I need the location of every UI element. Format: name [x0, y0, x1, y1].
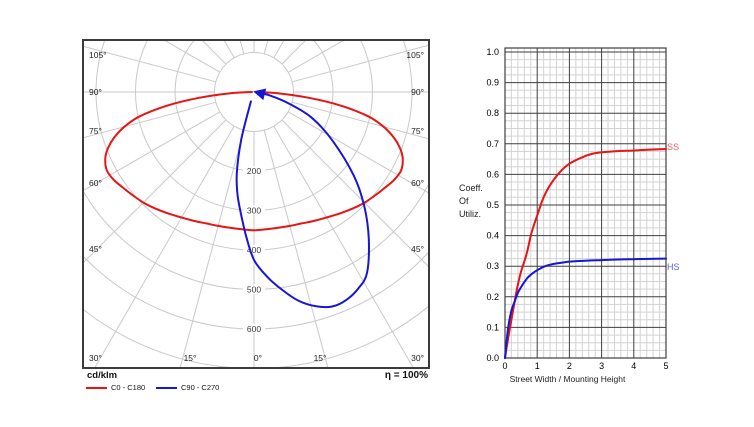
curve-c90-c270 [235, 88, 370, 309]
angle-label-bottom: 15° [314, 353, 327, 363]
ring-label-chip [243, 284, 265, 294]
legend-swatch-c90-c270 [156, 386, 177, 389]
polar-grid-spoke [179, 130, 245, 367]
polar-grid-spoke [287, 111, 428, 194]
ring-label-chip [243, 166, 265, 175]
polar-grid-spoke [239, 41, 245, 54]
angle-label-left: 45° [89, 244, 102, 254]
polar-grid-spoke [287, 41, 344, 73]
angle-label-left: 30° [89, 353, 102, 363]
angle-label-bottom: 15° [184, 353, 197, 363]
polar-grid-ring [214, 52, 294, 132]
legend-swatch-c0-c180 [86, 386, 107, 389]
polar-chart: 200 300 400 500 600 105° 105° 90° 90° 75° 75° 60° 60… [82, 39, 430, 369]
polar-chart-svg: 200 300 400 500 600 105° 105° 90° 90° 75° 75° 60° 60… [84, 41, 428, 367]
angle-label-right: 90° [411, 87, 424, 97]
polar-grid-spoke [84, 119, 227, 263]
cu-y-tick-label: 1.0 [486, 47, 499, 57]
angle-label-right: 105° [406, 50, 424, 60]
cu-plot-border [504, 47, 667, 359]
polar-efficiency-label: η = 100% [384, 370, 428, 381]
legend-label-c90-c270: C90 - C270 [181, 383, 220, 392]
ring-label-chip [243, 324, 265, 333]
cu-y-axis-title-line2: Of [459, 196, 469, 206]
ring-value-label: 500 [247, 285, 261, 295]
polar-grid-spoke [263, 41, 269, 54]
hs-curve-label: HS [667, 262, 680, 272]
legend-entry-c90-c270: C90 - C270 [156, 383, 219, 392]
polar-grid-spoke [263, 130, 329, 367]
ring-value-label: 600 [247, 324, 261, 334]
cu-y-tick-label: 0.4 [486, 231, 499, 241]
cu-y-axis-title: Coeff. Of Utiliz. [459, 182, 483, 221]
curve-ss [504, 148, 667, 359]
angle-label-left: 60° [89, 178, 102, 188]
cu-y-tick-label: 0.7 [486, 139, 499, 149]
ss-curve-label: SS [667, 142, 680, 152]
cu-y-tick-label: 0.9 [486, 78, 499, 88]
legend-label-c0-c180: C0 - C180 [111, 383, 146, 392]
angle-label-left: 90° [89, 87, 102, 97]
cu-x-tick-label: 1 [535, 361, 540, 371]
ring-value-label: 200 [247, 166, 261, 176]
angle-label-right: 45° [411, 244, 424, 254]
polar-grid-spoke [292, 44, 428, 83]
curve-hs [504, 257, 667, 359]
angle-label-right: 60° [411, 178, 424, 188]
cu-x-tick-label: 4 [631, 361, 636, 371]
cu-y-tick-label: 0.1 [486, 322, 499, 332]
cu-y-axis-title-line1: Coeff. [459, 183, 483, 193]
polar-grid-spoke [292, 101, 428, 140]
curve-c0-c180 [104, 91, 404, 232]
cu-x-tick-label: 0 [502, 361, 507, 371]
cu-y-tick-label: 0.3 [486, 261, 499, 271]
cu-y-tick-label: 0.2 [486, 292, 499, 302]
cu-y-axis-title-line3: Utiliz. [459, 209, 481, 219]
cu-x-tick-label: 3 [599, 361, 604, 371]
cu-y-tick-label: 0.8 [486, 108, 499, 118]
ring-label-chip [243, 205, 265, 215]
cu-chart-svg: 0 1 2 3 4 5 0.0 0.1 0.2 0.3 0.4 0.5 0.6 0.7 0.8 0.9 1.0 [486, 47, 668, 371]
polar-grid-spoke [84, 45, 216, 83]
ring-value-label: 300 [247, 206, 261, 216]
polar-unit-label: cd/klm [87, 370, 118, 381]
cu-y-tick-label: 0.5 [486, 200, 499, 210]
polar-grid-spoke [84, 111, 221, 191]
polar-grid-spoke [94, 125, 235, 367]
polar-grid-spoke [281, 119, 428, 267]
cu-y-tick-label: 0.6 [486, 169, 499, 179]
angle-label-left: 75° [89, 126, 102, 136]
ring-label-chip [243, 245, 265, 254]
cu-x-tick-label: 5 [663, 361, 668, 371]
ring-value-label: 400 [247, 245, 261, 255]
cu-chart: 0 1 2 3 4 5 0.0 0.1 0.2 0.3 0.4 0.5 0.6 0.7 0.8 0.9 1.0 [455, 38, 710, 398]
angle-label-right: 75° [411, 126, 424, 136]
cu-x-axis-title: Street Width / Mounting Height [509, 374, 626, 384]
polar-grid-spoke [273, 125, 414, 367]
angle-label-right: 30° [411, 353, 424, 363]
legend-entry-c0-c180: C0 - C180 [86, 383, 145, 392]
cu-x-tick-label: 2 [567, 361, 572, 371]
polar-grid-spoke [84, 101, 216, 139]
angle-label-bottom: 0° [254, 353, 262, 363]
angle-label-left: 105° [89, 50, 107, 60]
cu-y-tick-label: 0.0 [486, 353, 499, 363]
